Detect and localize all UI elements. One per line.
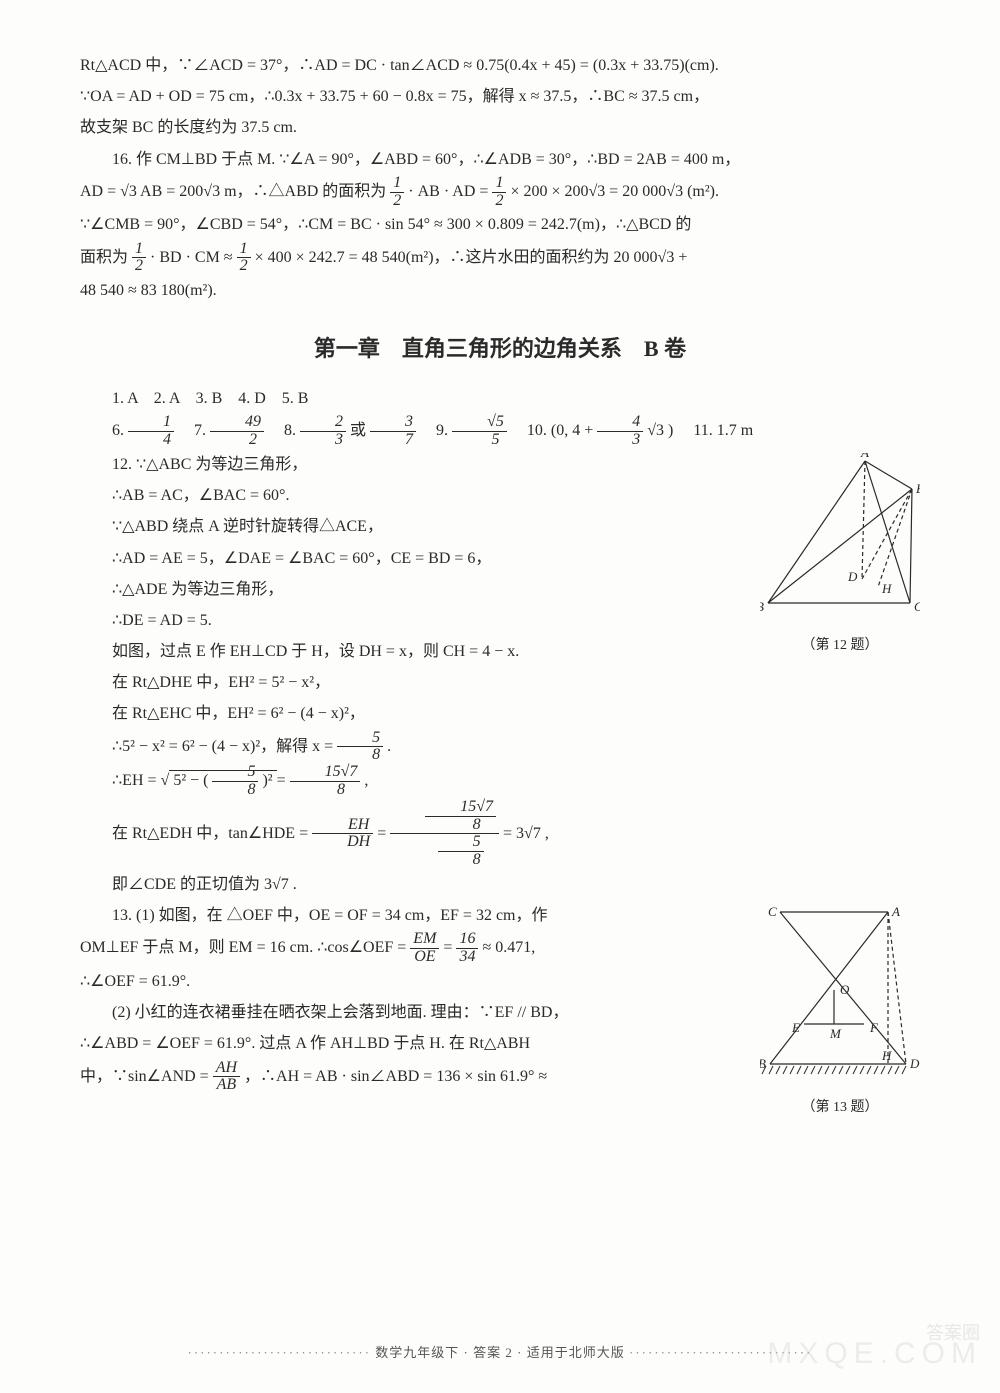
svg-text:D: D bbox=[909, 1056, 920, 1071]
svg-text:A: A bbox=[891, 904, 900, 919]
svg-text:H: H bbox=[881, 1048, 892, 1063]
q12-l12: 在 Rt△EDH 中，tan∠HDE = EHDH = 15√78 58 = 3… bbox=[80, 799, 920, 869]
top-line-2: ∵OA = AD + OD = 75 cm，∴0.3x + 33.75 + 60… bbox=[80, 81, 920, 112]
figure-13-caption: （第 13 题） bbox=[760, 1094, 920, 1121]
q12-l10: ∴5² − x² = 6² − (4 − x)²，解得 x = 58 . bbox=[80, 730, 920, 765]
svg-text:D: D bbox=[847, 569, 858, 584]
svg-text:A: A bbox=[860, 453, 869, 460]
q16-l2: AD = √3 AB = 200√3 m，∴△ABD 的面积为 12 · AB … bbox=[80, 175, 920, 210]
q16-l4: 面积为 12 · BD · CM ≈ 12 × 400 × 242.7 = 48… bbox=[80, 241, 920, 276]
chapter-title: 第一章 直角三角形的边角关系 B 卷 bbox=[80, 328, 920, 371]
short-answers-row2: 6. 14 7. 492 8. 23 或 37 9. √55 10. (0, 4… bbox=[80, 414, 920, 449]
figure-13-svg: CAOEFMBHD bbox=[760, 904, 920, 1079]
figure-12-caption: （第 12 题） bbox=[760, 632, 920, 659]
svg-text:E: E bbox=[915, 481, 920, 496]
q12-l8: 在 Rt△DHE 中，EH² = 5² − x²， bbox=[80, 667, 920, 698]
page-content: Rt△ACD 中，∵∠ACD = 37°，∴AD = DC · tan∠ACD … bbox=[80, 50, 920, 1094]
svg-text:E: E bbox=[791, 1020, 800, 1035]
q16-l5: 48 540 ≈ 83 180(m²). bbox=[80, 275, 920, 306]
svg-text:M: M bbox=[829, 1026, 842, 1041]
top-line-3: 故支架 BC 的长度约为 37.5 cm. bbox=[80, 112, 920, 143]
figure-12: A E B C D H （第 12 题） bbox=[760, 453, 920, 660]
q12-l11: ∴EH = √ 5² − ( 58 )² = 15√78 , bbox=[80, 764, 920, 799]
figure-12-svg: A E B C D H bbox=[760, 453, 920, 618]
svg-text:F: F bbox=[869, 1020, 879, 1035]
q16-l3: ∵∠CMB = 90°，∠CBD = 54°，∴CM = BC · sin 54… bbox=[80, 209, 920, 240]
top-line-1: Rt△ACD 中，∵∠ACD = 37°，∴AD = DC · tan∠ACD … bbox=[80, 50, 920, 81]
figure-13: CAOEFMBHD （第 13 题） bbox=[760, 904, 920, 1121]
short-answers-row1: 1. A 2. A 3. B 4. D 5. B bbox=[80, 383, 920, 414]
watermark: MXQE.COM bbox=[767, 1325, 982, 1384]
svg-text:O: O bbox=[840, 982, 850, 997]
svg-text:C: C bbox=[914, 599, 920, 614]
svg-text:C: C bbox=[768, 904, 777, 919]
svg-text:H: H bbox=[881, 581, 892, 596]
q16-l1: 16. 作 CM⊥BD 于点 M. ∵∠A = 90°，∠ABD = 60°，∴… bbox=[80, 144, 920, 175]
svg-text:B: B bbox=[760, 599, 764, 614]
q12-l9: 在 Rt△EHC 中，EH² = 6² − (4 − x)²， bbox=[80, 698, 920, 729]
q12-l13: 即∠CDE 的正切值为 3√7 . bbox=[80, 869, 920, 900]
